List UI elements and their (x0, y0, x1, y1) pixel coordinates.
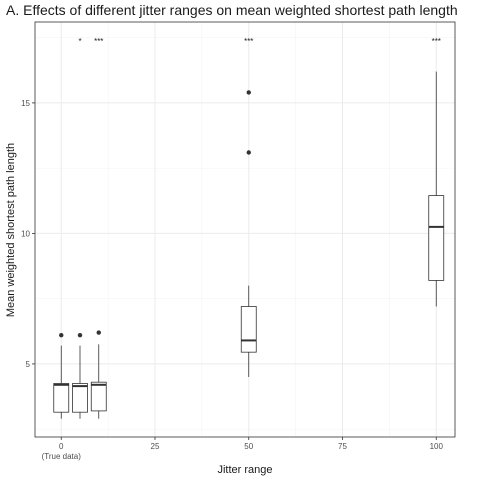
x-axis-title: Jitter range (217, 464, 272, 476)
x-tick-sublabel: (True data) (42, 452, 82, 461)
panel-background (35, 22, 455, 437)
significance-label: *** (244, 37, 253, 46)
significance-label: *** (94, 37, 103, 46)
box-iqr (53, 383, 70, 413)
box-iqr (72, 383, 88, 413)
outlier-point (96, 330, 101, 335)
outlier-point (246, 150, 251, 155)
y-tick-label: 10 (21, 229, 30, 238)
outlier-point (77, 333, 83, 338)
box-group (53, 333, 70, 419)
y-tick-label: 5 (26, 360, 31, 369)
significance-label: * (78, 37, 81, 46)
x-tick-label: 50 (244, 442, 253, 451)
x-tick-label: 100 (430, 442, 444, 451)
box-group: *** (90, 37, 107, 419)
box-iqr (240, 306, 257, 353)
axis-layer: 0 25 50 75 100 (True data) 5 10 15 (21, 99, 443, 461)
significance-label: *** (432, 37, 441, 46)
box-iqr (90, 381, 107, 412)
x-tick-label: 0 (59, 442, 64, 451)
panel-border (34, 21, 456, 438)
x-tick-label: 25 (151, 442, 160, 451)
y-axis-title: Mean weighted shortest path length (5, 143, 17, 317)
box-iqr (428, 195, 445, 281)
box-layer: * *** *** *** (53, 37, 445, 419)
box-group: *** (428, 37, 445, 307)
outlier-point (246, 90, 251, 95)
x-tick-label: 75 (338, 442, 347, 451)
box-group: *** (240, 37, 257, 377)
box-group: * (72, 37, 88, 419)
y-tick-label: 15 (21, 99, 30, 108)
chart-title: A. Effects of different jitter ranges on… (6, 2, 458, 18)
outlier-point (59, 333, 64, 338)
